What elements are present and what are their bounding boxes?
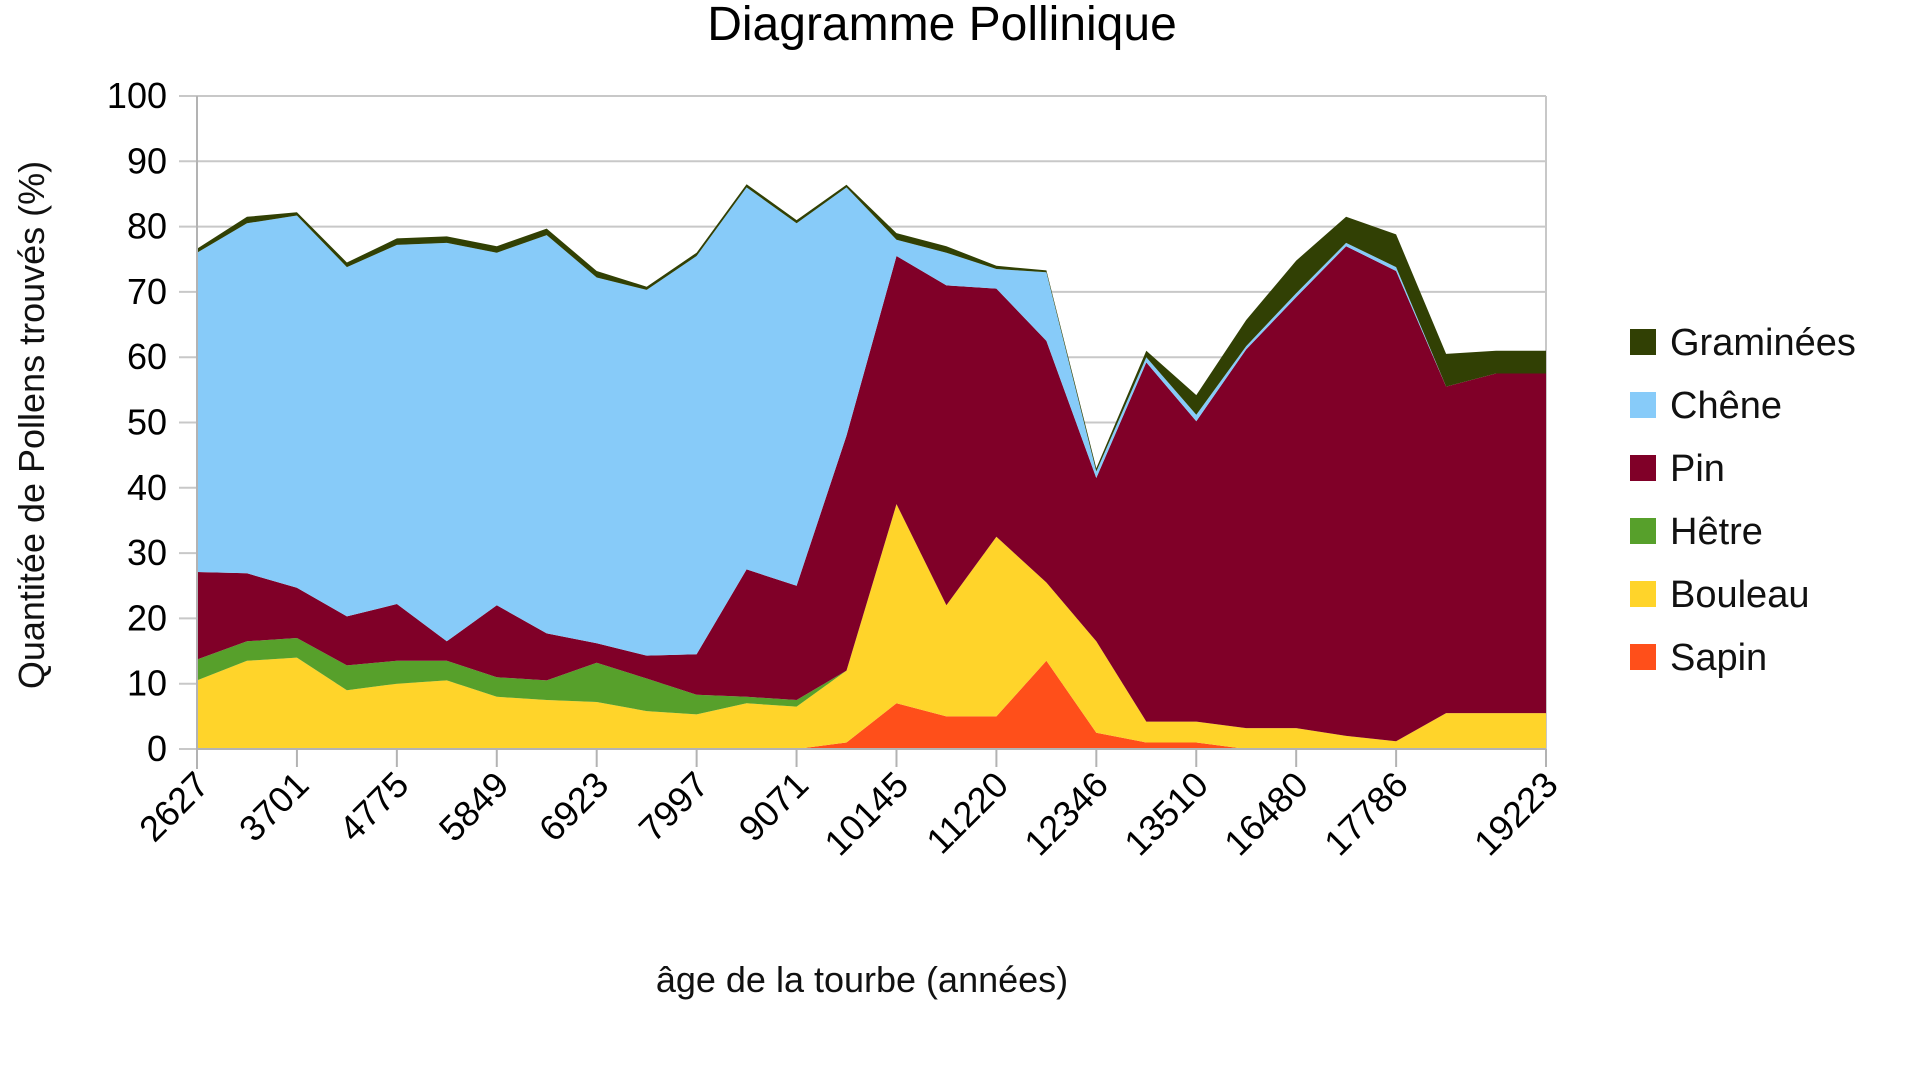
x-tick-label: 6923 [531,764,617,850]
x-tick-label: 3701 [231,764,317,850]
axes [196,96,1547,769]
x-tick-labels: 2627 3701 4775 5849 6923 7997 9071 10145 11220 12… [131,764,1566,864]
area-series-hêtre [197,504,1546,742]
x-axis-label: âge de la tourbe (années) [656,959,1068,1000]
legend-swatch-sapin [1630,644,1656,670]
y-tick-label: 30 [127,532,167,573]
y-tick-label: 10 [127,663,167,704]
legend-label-pin: Pin [1670,448,1725,490]
x-tick-label: 17786 [1316,764,1416,864]
y-tick-label: 50 [127,402,167,443]
y-tick-label: 90 [127,140,167,181]
x-tick-label: 4775 [331,764,417,850]
x-tick-label: 7997 [631,764,717,850]
legend-label-sapin: Sapin [1670,637,1767,679]
y-tick-label: 0 [147,728,167,769]
legend-swatch-graminées [1630,329,1656,355]
legend-label-chêne: Chêne [1670,385,1782,427]
y-axis-label: Quantitée de Pollens trouvés (%) [11,161,52,689]
x-tick-label: 16480 [1216,764,1316,864]
area-series-pin [197,246,1546,742]
area-series-chêne [197,187,1546,656]
x-tick-label: 12346 [1016,764,1116,864]
y-tick-label: 100 [107,75,167,116]
legend-swatch-hêtre [1630,518,1656,544]
x-tick-label: 2627 [131,764,217,850]
legend-swatch-pin [1630,455,1656,481]
legend: Graminées Chêne Pin Hêtre Bouleau Sapin [1630,322,1856,679]
x-tick-label: 11220 [918,764,1016,862]
y-tick-label: 20 [127,597,167,638]
legend-swatch-bouleau [1630,581,1656,607]
y-tick-label: 80 [127,206,167,247]
y-tick-label: 60 [127,336,167,377]
x-tick-label: 19223 [1466,764,1566,864]
y-tick-label: 40 [127,467,167,508]
y-tick-labels: 0 10 20 30 40 50 60 70 80 90 100 [107,75,167,769]
y-tick-label: 70 [127,271,167,312]
legend-label-graminées: Graminées [1670,322,1856,364]
x-tick-label: 5849 [431,764,517,850]
area-series-bouleau [197,504,1546,749]
x-tick-label: 10145 [816,764,916,864]
stacked-areas [197,184,1546,749]
x-tick-label: 9071 [731,764,817,850]
legend-label-bouleau: Bouleau [1670,574,1809,616]
x-tick-label: 13510 [1116,764,1216,864]
legend-label-hêtre: Hêtre [1670,511,1763,553]
legend-swatch-chêne [1630,392,1656,418]
chart-title: Diagramme Pollinique [707,0,1177,51]
area-series-sapin [197,660,1546,749]
